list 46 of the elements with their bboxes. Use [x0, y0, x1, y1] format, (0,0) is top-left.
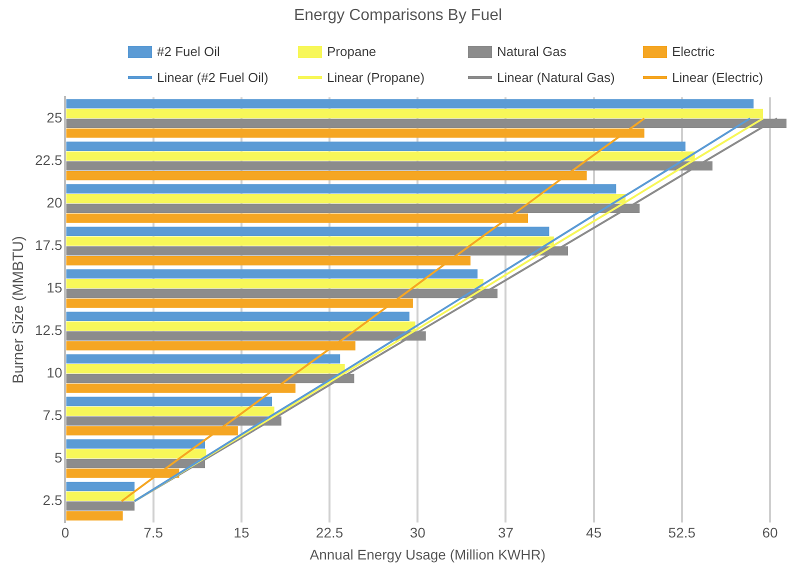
- y-tick-label: 12.5: [35, 322, 62, 338]
- x-tick-label: 7.5: [144, 524, 164, 541]
- legend-label: Linear (#2 Fuel Oil): [157, 70, 268, 85]
- x-tick-label: 60: [762, 524, 778, 541]
- bar: [66, 354, 340, 364]
- y-tick-label: 22.5: [35, 152, 62, 168]
- bar: [66, 501, 135, 511]
- x-tick-label: 0: [61, 524, 70, 541]
- legend-label: Natural Gas: [497, 44, 566, 59]
- y-tick-label: 25: [46, 109, 62, 126]
- legend-label: Electric: [672, 44, 715, 59]
- y-tick-label: 15: [46, 279, 62, 296]
- legend-label: Propane: [327, 44, 376, 59]
- bar: [66, 312, 410, 322]
- legend-label: Linear (Propane): [327, 70, 425, 85]
- chart-title: Energy Comparisons By Fuel: [294, 7, 502, 24]
- y-tick-label: 20: [46, 194, 62, 210]
- bar: [66, 406, 274, 416]
- bar: [66, 482, 135, 492]
- bar: [66, 226, 550, 236]
- y-tick-label: 2.5: [42, 492, 62, 508]
- y-tick-label: 10: [46, 364, 62, 380]
- bar: [66, 449, 206, 458]
- bar: [66, 99, 754, 108]
- legend-label: Linear (Natural Gas): [497, 70, 615, 85]
- legend-label: #2 Fuel Oil: [157, 44, 220, 59]
- bar: [66, 142, 686, 151]
- x-tick-label: 30: [410, 524, 426, 541]
- y-axis-title: Burner Size (MMBTU): [10, 236, 28, 384]
- x-tick-label: 22.5: [316, 524, 344, 541]
- bar: [66, 396, 272, 406]
- x-tick-label: 15: [234, 524, 250, 541]
- bar: [66, 439, 206, 449]
- bar: [66, 364, 345, 374]
- bar: [66, 184, 616, 194]
- x-tick-label: 37: [498, 524, 514, 541]
- bar: [66, 269, 478, 279]
- legend-label: Linear (Electric): [672, 70, 764, 85]
- x-tick-label: 45: [586, 524, 602, 541]
- y-tick-label: 7.5: [42, 406, 62, 423]
- bar: [66, 492, 135, 501]
- bar: [66, 511, 123, 520]
- y-tick-label: 5: [54, 449, 62, 466]
- x-tick-label: 52.5: [668, 524, 696, 541]
- y-tick-label: 17.5: [35, 236, 62, 253]
- x-axis-title: Annual Energy Usage (Million KWHR): [310, 546, 546, 562]
